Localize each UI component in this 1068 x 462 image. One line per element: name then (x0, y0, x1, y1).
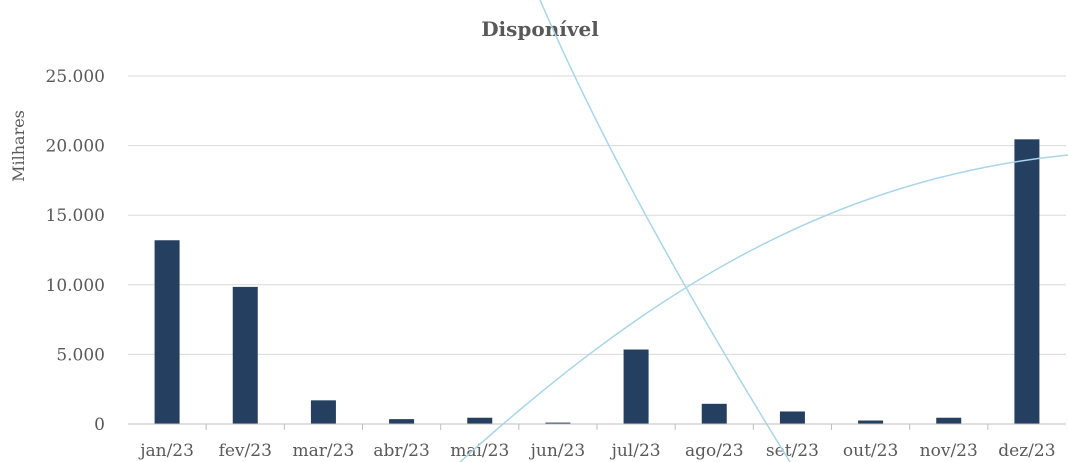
x-tick-label: mar/23 (293, 441, 355, 461)
gridlines (128, 75, 1066, 355)
y-axis-ticks: 0 5.000 10.000 15.000 20.000 25.000 (46, 67, 105, 435)
bar-fev-23 (232, 286, 258, 424)
y-tick-label: 10.000 (46, 276, 105, 296)
bar-out-23 (858, 420, 884, 424)
decorative-arc-right (539, 0, 791, 462)
bar-mar-23 (310, 400, 336, 424)
bar-set-23 (779, 411, 805, 424)
x-tick-label: set/23 (766, 441, 819, 461)
x-tick-label: jun/23 (529, 441, 586, 461)
bar-jun-23 (545, 422, 571, 424)
y-tick-label: 25.000 (46, 67, 105, 87)
bars (154, 139, 1040, 424)
chart-title: Disponível (481, 17, 599, 41)
x-tick-label: abr/23 (373, 441, 430, 461)
x-tick-label: jan/23 (138, 441, 194, 461)
bar-abr-23 (389, 419, 415, 424)
y-tick-label: 0 (94, 415, 105, 435)
x-tick-label: mai/23 (450, 441, 509, 461)
x-tick-label: dez/23 (998, 441, 1055, 461)
x-tick-label: out/23 (843, 441, 898, 461)
bar-mai-23 (467, 417, 493, 424)
y-axis-label: Milhares (9, 110, 28, 182)
bar-nov-23 (936, 417, 962, 424)
x-axis-ticks: jan/23 fev/23 mar/23 abr/23 mai/23 jun/23 jul/… (138, 424, 1056, 461)
y-tick-label: 20.000 (46, 137, 105, 157)
decorative-arcs (459, 0, 1068, 462)
y-tick-label: 15.000 (46, 206, 105, 226)
x-tick-label: ago/23 (685, 441, 744, 461)
x-tick-label: fev/23 (219, 441, 272, 461)
bar-jan-23 (154, 240, 180, 424)
x-tick-label: jul/23 (610, 441, 661, 461)
x-tick-label: nov/23 (920, 441, 978, 461)
decorative-arc-left (459, 154, 1068, 462)
y-tick-label: 5.000 (56, 345, 105, 365)
bar-dez-23 (1014, 139, 1040, 424)
bar-ago-23 (701, 403, 727, 424)
bar-jul-23 (623, 349, 649, 424)
